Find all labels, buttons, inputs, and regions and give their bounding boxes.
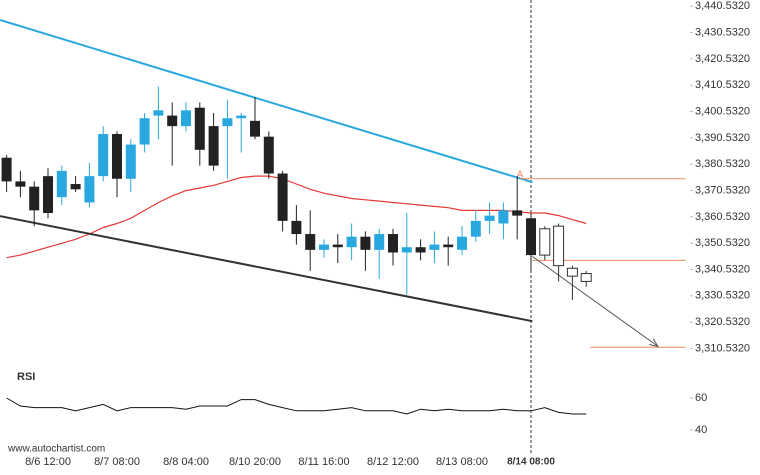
forecast-arrow — [532, 255, 659, 347]
candle-body — [277, 173, 288, 221]
candle-body — [512, 210, 523, 216]
candle-body — [15, 181, 26, 187]
y-tick-label: 3,420.5320 — [695, 53, 750, 65]
candle-body — [443, 244, 454, 248]
candle-body — [29, 186, 40, 211]
candle-body — [346, 236, 357, 248]
x-tick-label: 8/10 20:00 — [229, 456, 281, 468]
x-tick-label: 8/6 12:00 — [25, 456, 71, 468]
candle-body — [112, 134, 122, 179]
candle-body — [415, 247, 426, 253]
candle-body — [457, 236, 467, 250]
x-tick-label: 8/11 16:00 — [298, 456, 349, 468]
candle-body — [360, 236, 371, 250]
candle-body — [84, 176, 95, 203]
candle-body — [194, 107, 205, 150]
y-tick-label: 3,380.5320 — [695, 158, 750, 170]
candle-body — [98, 134, 109, 177]
y-tick-label: 3,390.5320 — [695, 132, 750, 144]
candle-body — [498, 210, 509, 224]
y-tick-label: 3,440.5320 — [695, 0, 750, 12]
y-tick-label: 3,340.5320 — [695, 263, 750, 275]
candle-body — [580, 273, 592, 282]
candle-body — [566, 267, 578, 277]
footer: www.autochartist.com — [7, 444, 105, 455]
y-tick-label: 3,410.5320 — [695, 79, 750, 91]
candle-body — [153, 110, 164, 116]
candle-body — [374, 234, 385, 250]
y-tick-label: 3,320.5320 — [695, 316, 750, 328]
x-tick-label: 8/12 12:00 — [367, 456, 419, 468]
candle-body — [553, 225, 565, 267]
candle-body — [305, 234, 316, 250]
x-tick-label: 8/8 04:00 — [163, 456, 209, 468]
candle-body — [167, 115, 178, 127]
candle-body — [401, 247, 412, 253]
candle-body — [470, 220, 481, 237]
candle-body — [250, 120, 260, 137]
candle-body — [208, 126, 219, 166]
trend-line — [0, 19, 533, 184]
candle-body — [43, 176, 53, 213]
arrow-head — [649, 338, 660, 348]
y-tick-label: 3,400.5320 — [695, 105, 750, 117]
candle-body — [429, 244, 440, 250]
y-tick-label: 3,430.5320 — [695, 26, 750, 38]
x-tick-label: 8/14 08:00 — [507, 457, 555, 468]
candle-body — [222, 118, 233, 127]
candle-body — [263, 136, 274, 174]
pattern-label: A — [517, 169, 524, 180]
x-tick-label: 8/7 08:00 — [94, 456, 140, 468]
candle-body — [332, 244, 343, 248]
y-tick-label: 3,310.5320 — [695, 342, 750, 354]
y-tick-label: 3,350.5320 — [695, 237, 750, 249]
candle-body — [526, 218, 536, 256]
rsi-tick-label: 60 — [695, 392, 707, 404]
y-tick-label: 3,330.5320 — [695, 290, 750, 302]
rsi-tick-label: 40 — [695, 424, 707, 436]
candle-body — [1, 157, 12, 182]
candle-body — [181, 110, 191, 127]
candle-body — [388, 234, 398, 253]
y-tick-label: 3,370.5320 — [695, 184, 750, 196]
candle-body — [319, 244, 329, 250]
y-tick-label: 3,360.5320 — [695, 211, 750, 223]
candle-body — [125, 144, 136, 179]
trend-line — [0, 215, 533, 323]
candle-body — [56, 170, 67, 198]
candle-body — [539, 228, 551, 256]
candle-body — [70, 184, 81, 190]
x-tick-label: 8/13 08:00 — [436, 456, 488, 468]
candle-body — [291, 220, 302, 235]
candle-body — [139, 118, 150, 145]
rsi-line — [6, 397, 587, 415]
candle-body — [236, 115, 247, 119]
candle-body — [484, 215, 495, 221]
rsi-title: RSI — [17, 371, 35, 383]
